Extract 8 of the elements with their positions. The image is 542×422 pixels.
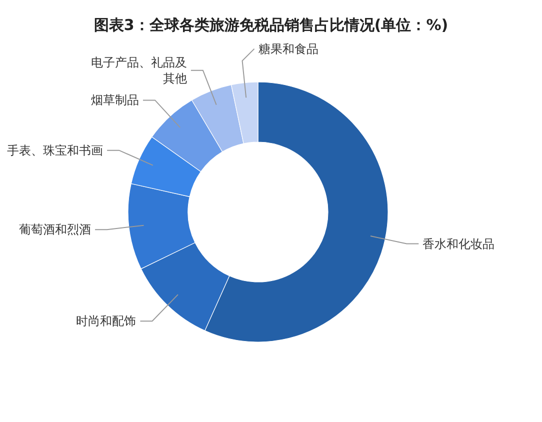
slice-label: 手表、珠宝和书画 bbox=[7, 143, 104, 158]
slice-label: 香水和化妆品 bbox=[422, 236, 495, 251]
slice-label: 电子产品、礼品及其他 bbox=[90, 55, 187, 86]
slice-label: 时尚和配饰 bbox=[76, 314, 136, 328]
chart-title: 图表3：全球各类旅游免税品销售占比情况(单位：%) bbox=[94, 16, 448, 34]
slice-label: 葡萄酒和烈酒 bbox=[19, 222, 92, 237]
slice-label: 烟草制品 bbox=[91, 93, 139, 108]
slice-label: 糖果和食品 bbox=[258, 42, 318, 56]
